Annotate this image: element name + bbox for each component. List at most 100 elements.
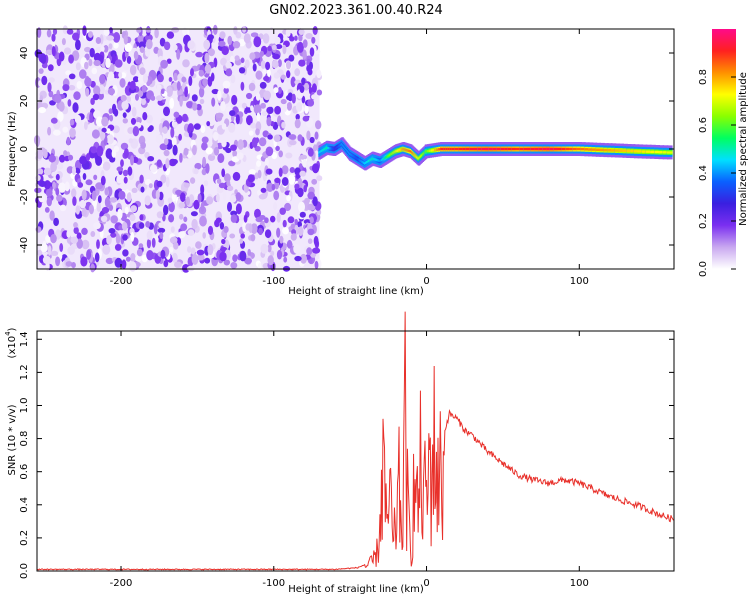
- noise-cell: [297, 134, 303, 142]
- noise-cell: [301, 95, 306, 104]
- noise-cell: [101, 127, 107, 133]
- noise-cell: [103, 28, 110, 36]
- y-tick-label: 0.4: [19, 497, 30, 513]
- colorbar-ticks: 0.0 0.2 0.4 0.6 0.8: [698, 69, 736, 277]
- noise-cell: [82, 173, 87, 180]
- noise-cell: [240, 233, 245, 239]
- signal-cell: [428, 149, 432, 152]
- noise-cell: [73, 91, 81, 101]
- noise-cell: [221, 238, 226, 245]
- noise-cell: [59, 204, 67, 212]
- noise-cell: [73, 222, 78, 228]
- noise-cell: [314, 260, 319, 270]
- snr-multiplier: (x104): [4, 327, 18, 358]
- noise-cell: [265, 168, 273, 175]
- colorbar: 0.0 0.2 0.4 0.6 0.8 Normalized spectral ampl…: [698, 29, 749, 277]
- noise-cell: [224, 173, 231, 183]
- x-tick-label: -100: [262, 578, 285, 589]
- noise-cell: [193, 123, 201, 130]
- noise-cell: [118, 190, 126, 200]
- noise-cell: [198, 87, 205, 98]
- noise-cell: [165, 158, 170, 169]
- noise-cell: [162, 126, 168, 134]
- noise-cell: [72, 32, 80, 41]
- noise-cell: [55, 187, 60, 196]
- noise-cell: [108, 108, 113, 114]
- noise-cell: [165, 176, 170, 188]
- noise-cell: [75, 62, 81, 71]
- noise-cell: [151, 237, 156, 248]
- noise-cell: [96, 145, 104, 157]
- noise-cell: [239, 250, 247, 262]
- noise-cell: [117, 208, 123, 220]
- noise-cell: [176, 49, 181, 60]
- noise-cell: [90, 263, 95, 273]
- signal-cell: [580, 147, 586, 151]
- noise-cell: [273, 134, 281, 143]
- signal-cell: [618, 149, 624, 152]
- signal-cell: [546, 147, 552, 151]
- signal-cell: [595, 148, 601, 151]
- noise-cell: [193, 199, 200, 210]
- noise-cell: [145, 114, 153, 124]
- noise-cell: [70, 236, 79, 244]
- noise-cell: [47, 245, 52, 256]
- noise-cell: [231, 94, 238, 106]
- noise-cell: [309, 136, 315, 144]
- noise-cell: [174, 261, 182, 268]
- noise-cell: [76, 232, 82, 240]
- noise-cell: [122, 118, 128, 124]
- noise-cell: [191, 253, 199, 265]
- noise-cell: [299, 85, 305, 94]
- x-tick-label: 100: [570, 578, 589, 589]
- noise-cell: [258, 137, 267, 147]
- noise-cell: [248, 82, 256, 92]
- noise-cell: [88, 31, 93, 38]
- noise-cell: [121, 100, 129, 111]
- noise-cell: [311, 94, 318, 100]
- noise-cell: [304, 105, 309, 114]
- signal-cell: [469, 147, 475, 151]
- noise-cell: [111, 149, 117, 158]
- noise-cell: [132, 126, 140, 137]
- noise-cell: [105, 57, 111, 69]
- noise-cell: [218, 40, 226, 47]
- noise-cell: [190, 177, 196, 184]
- noise-cell: [188, 75, 193, 87]
- noise-cell: [135, 93, 139, 101]
- noise-cell: [180, 223, 188, 231]
- noise-cell: [187, 40, 195, 50]
- noise-cell: [50, 234, 57, 244]
- noise-cell: [297, 221, 303, 228]
- noise-cell: [211, 97, 216, 107]
- noise-cell: [136, 248, 143, 257]
- noise-cell: [106, 134, 114, 145]
- signal-cell: [572, 147, 579, 151]
- noise-cell: [205, 163, 210, 174]
- noise-cell: [203, 180, 209, 187]
- noise-cell: [93, 222, 101, 230]
- noise-cell: [56, 163, 64, 170]
- noise-cell: [228, 122, 236, 133]
- noise-cell: [104, 187, 109, 195]
- noise-cell: [294, 35, 298, 41]
- noise-cell: [148, 183, 153, 189]
- noise-cell: [81, 227, 88, 235]
- noise-cell: [239, 238, 244, 244]
- noise-cell: [100, 175, 106, 186]
- noise-cell: [132, 76, 140, 83]
- noise-cell: [50, 250, 59, 256]
- noise-cell: [110, 232, 117, 238]
- noise-cell: [259, 50, 264, 57]
- noise-cell: [186, 101, 193, 109]
- noise-cell: [289, 167, 295, 173]
- noise-cell: [251, 137, 258, 148]
- noise-cell: [158, 122, 164, 134]
- noise-cell: [232, 150, 238, 158]
- noise-cell: [163, 106, 170, 117]
- noise-cell: [123, 176, 128, 184]
- noise-cell: [130, 231, 135, 242]
- noise-cell: [101, 116, 109, 127]
- noise-cell: [229, 194, 237, 203]
